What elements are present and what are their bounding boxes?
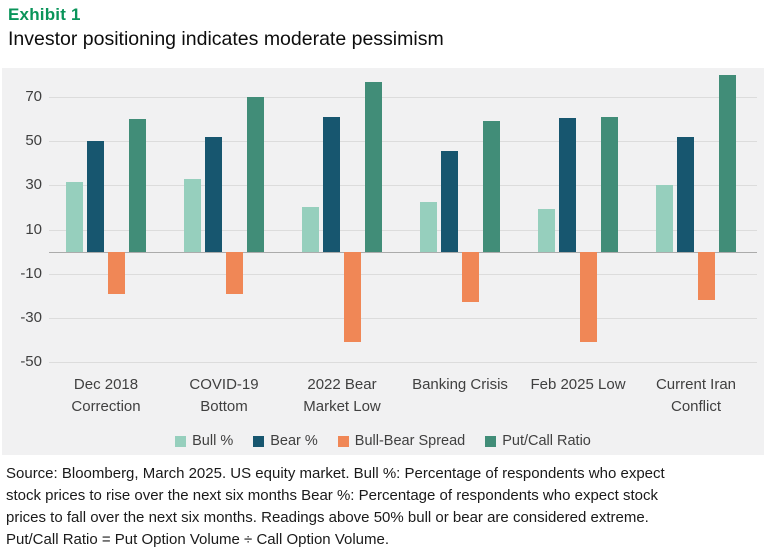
source-line: prices to fall over the next six months.… [6, 509, 649, 526]
bar [226, 251, 243, 294]
bar [483, 121, 500, 252]
legend-label: Bull % [192, 433, 234, 449]
legend-swatch-icon [175, 435, 187, 447]
gridline [49, 317, 757, 319]
bar [184, 178, 201, 252]
gridline [49, 273, 757, 275]
x-axis-category-label: Current Iran Conflict [655, 376, 737, 415]
source-line: Source: Bloomberg, March 2025. US equity… [6, 465, 665, 482]
bar [538, 208, 555, 252]
exhibit-label: Exhibit 1 [8, 5, 81, 24]
y-axis-tick-label: 50 [25, 132, 42, 150]
y-axis-tick-label: 30 [25, 176, 42, 194]
x-axis-category-label: COVID-19 Bottom [189, 376, 259, 415]
gridline [49, 362, 757, 363]
bar [441, 151, 458, 252]
legend-label: Bear % [270, 433, 318, 449]
bar [420, 201, 437, 252]
source-line: stock prices to rise over the next six m… [6, 487, 658, 504]
y-axis-tick-label: -50 [20, 353, 42, 370]
bar [344, 251, 361, 343]
x-axis-category-label: Dec 2018 Correction [71, 376, 141, 415]
gridline [49, 229, 757, 231]
bar [108, 251, 125, 294]
bar [559, 118, 576, 252]
bar [719, 75, 736, 252]
bar [247, 97, 264, 252]
chart-legend: Bull % Bear % Bull-Bear Spread Put/Call Rat… [2, 433, 764, 449]
bar [580, 251, 597, 343]
bar [205, 136, 222, 252]
x-axis-category-label: Banking Crisis [412, 376, 508, 393]
legend-item: Put/Call Ratio [485, 433, 591, 449]
bar [302, 207, 319, 252]
bar [87, 141, 104, 252]
gridline [49, 97, 757, 98]
bar [66, 182, 83, 252]
legend-swatch-icon [337, 435, 349, 447]
y-axis-tick-label: -10 [20, 264, 42, 282]
page-title: Investor positioning indicates moderate … [8, 28, 444, 50]
y-axis-tick-label: -30 [20, 308, 42, 326]
legend-label: Put/Call Ratio [502, 433, 591, 449]
legend-item: Bear % [253, 433, 318, 449]
legend-item: Bull % [175, 433, 233, 449]
source-note: Source: Bloomberg, March 2025. US equity… [6, 463, 762, 550]
bar [677, 136, 694, 252]
bar [656, 185, 673, 252]
gridline [49, 185, 757, 187]
legend-swatch-icon [253, 435, 265, 447]
zero-axis-line [49, 252, 757, 253]
legend-item: Bull-Bear Spread [337, 433, 466, 449]
gridline [49, 141, 757, 143]
x-axis-category-label: 2022 Bear Market Low [303, 376, 381, 415]
legend-label: Bull-Bear Spread [354, 433, 466, 449]
y-axis-tick-label: 70 [25, 88, 42, 106]
bar [601, 116, 618, 252]
x-axis-category-label: Feb 2025 Low [530, 376, 626, 393]
bar [462, 251, 479, 303]
bar [129, 119, 146, 252]
source-line: Put/Call Ratio = Put Option Volume ÷ Cal… [6, 531, 390, 548]
legend-swatch-icon [485, 435, 497, 447]
bar [698, 251, 715, 301]
y-axis-tick-label: 10 [25, 220, 42, 238]
bar [323, 116, 340, 252]
bar-chart: 70 50 30 10 -10 -30 -50 Dec 2018 Correction COVI… [2, 68, 764, 455]
bar [365, 81, 382, 252]
